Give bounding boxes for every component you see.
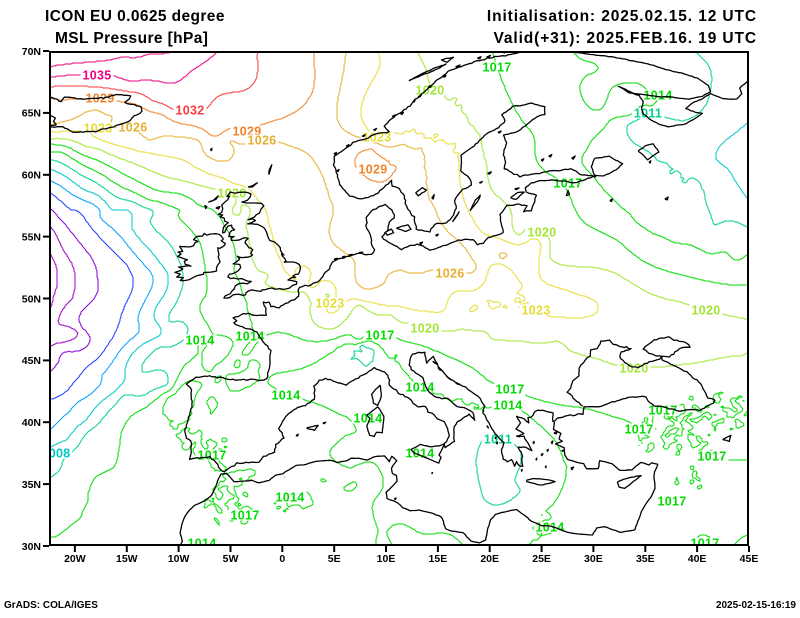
svg-text:1035: 1035 — [82, 69, 111, 83]
svg-text:10W: 10W — [168, 553, 190, 565]
svg-text:1017: 1017 — [197, 449, 226, 463]
svg-text:1017: 1017 — [365, 329, 394, 343]
svg-text:45E: 45E — [740, 553, 759, 565]
svg-text:1020: 1020 — [527, 226, 556, 240]
svg-text:40E: 40E — [688, 553, 707, 565]
svg-text:1020: 1020 — [410, 322, 439, 336]
svg-text:1017: 1017 — [690, 537, 719, 551]
svg-text:1020: 1020 — [691, 304, 720, 318]
svg-text:30E: 30E — [584, 553, 603, 565]
svg-text:55N: 55N — [22, 231, 41, 243]
svg-text:15W: 15W — [116, 553, 138, 565]
svg-text:1014: 1014 — [271, 389, 300, 403]
svg-text:25E: 25E — [532, 553, 551, 565]
svg-text:1008: 1008 — [41, 447, 70, 461]
svg-text:1014: 1014 — [643, 89, 672, 103]
svg-text:10E: 10E — [377, 553, 396, 565]
svg-text:1017: 1017 — [697, 450, 726, 464]
svg-text:1026: 1026 — [247, 134, 276, 148]
svg-text:MSL Pressure [hPa]: MSL Pressure [hPa] — [55, 30, 208, 47]
svg-text:1014: 1014 — [405, 447, 434, 461]
svg-text:1023: 1023 — [521, 304, 550, 318]
svg-text:ICON EU 0.0625 degree: ICON EU 0.0625 degree — [45, 8, 225, 25]
svg-text:1014: 1014 — [353, 412, 382, 426]
svg-text:35N: 35N — [22, 479, 41, 491]
svg-text:1020: 1020 — [619, 362, 648, 376]
svg-text:45N: 45N — [22, 355, 41, 367]
svg-text:1023: 1023 — [362, 131, 391, 145]
svg-text:1014: 1014 — [493, 399, 522, 413]
svg-text:5E: 5E — [328, 553, 341, 565]
svg-text:GrADS: COLA/IGES: GrADS: COLA/IGES — [4, 600, 98, 611]
svg-text:1014: 1014 — [185, 334, 214, 348]
svg-text:35E: 35E — [636, 553, 655, 565]
svg-text:20W: 20W — [64, 553, 86, 565]
svg-text:Valid(+31): 2025.FEB.16. 19 UT: Valid(+31): 2025.FEB.16. 19 UTC — [493, 30, 757, 47]
svg-text:1026: 1026 — [118, 121, 147, 135]
svg-text:0: 0 — [279, 553, 285, 565]
svg-text:1011: 1011 — [634, 107, 662, 121]
svg-text:1014: 1014 — [405, 381, 434, 395]
svg-text:1017: 1017 — [553, 177, 582, 191]
svg-text:65N: 65N — [22, 108, 41, 120]
svg-text:1014: 1014 — [187, 537, 216, 551]
svg-text:1032: 1032 — [175, 104, 204, 118]
svg-text:Initialisation: 2025.02.15. 12: Initialisation: 2025.02.15. 12 UTC — [487, 8, 757, 25]
svg-text:50N: 50N — [22, 293, 41, 305]
svg-text:1017: 1017 — [648, 404, 677, 418]
svg-text:30N: 30N — [22, 541, 41, 553]
svg-text:1023: 1023 — [315, 297, 344, 311]
svg-text:70N: 70N — [22, 46, 41, 58]
svg-text:40N: 40N — [22, 417, 41, 429]
svg-text:1017: 1017 — [230, 509, 259, 523]
svg-text:5W: 5W — [223, 553, 239, 565]
svg-text:1017: 1017 — [482, 61, 511, 75]
svg-text:60N: 60N — [22, 170, 41, 182]
svg-text:2025-02-15-16:19: 2025-02-15-16:19 — [716, 600, 796, 611]
svg-text:1017: 1017 — [624, 423, 653, 437]
svg-text:1011: 1011 — [484, 433, 512, 447]
svg-text:1014: 1014 — [535, 521, 564, 535]
svg-text:15E: 15E — [429, 553, 448, 565]
svg-text:1029: 1029 — [358, 163, 387, 177]
svg-text:1017: 1017 — [657, 495, 686, 509]
svg-text:1017: 1017 — [495, 383, 524, 397]
svg-text:1014: 1014 — [275, 491, 304, 505]
svg-text:20E: 20E — [480, 553, 499, 565]
svg-text:1020: 1020 — [217, 187, 246, 201]
svg-text:1026: 1026 — [435, 267, 464, 281]
